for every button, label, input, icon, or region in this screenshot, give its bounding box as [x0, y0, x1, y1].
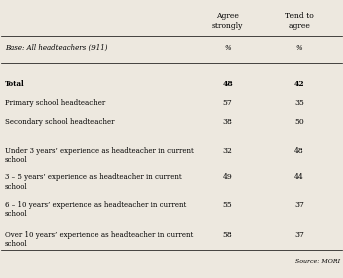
- Text: Total: Total: [5, 80, 25, 88]
- Text: 6 – 10 years’ experience as headteacher in current
school: 6 – 10 years’ experience as headteacher …: [5, 201, 186, 218]
- Text: 58: 58: [223, 231, 233, 239]
- Text: 32: 32: [223, 147, 233, 155]
- Text: Secondary school headteacher: Secondary school headteacher: [5, 118, 114, 126]
- Text: 35: 35: [294, 99, 304, 107]
- Text: %: %: [224, 44, 231, 52]
- Text: Base: All headteachers (911): Base: All headteachers (911): [5, 44, 107, 52]
- Text: 48: 48: [222, 80, 233, 88]
- Text: Agree
strongly: Agree strongly: [212, 13, 243, 29]
- Text: Tend to
agree: Tend to agree: [285, 13, 314, 29]
- Text: 50: 50: [294, 118, 304, 126]
- Text: Over 10 years’ experience as headteacher in current
school: Over 10 years’ experience as headteacher…: [5, 231, 193, 249]
- Text: %: %: [296, 44, 303, 52]
- Text: 55: 55: [223, 201, 233, 209]
- Text: 48: 48: [294, 147, 304, 155]
- Text: Under 3 years’ experience as headteacher in current
school: Under 3 years’ experience as headteacher…: [5, 147, 193, 165]
- Text: 3 – 5 years’ experience as headteacher in current
school: 3 – 5 years’ experience as headteacher i…: [5, 173, 181, 191]
- Text: Primary school headteacher: Primary school headteacher: [5, 99, 105, 107]
- Text: 42: 42: [294, 80, 304, 88]
- Text: 44: 44: [294, 173, 304, 182]
- Text: Source: MORI: Source: MORI: [295, 259, 340, 264]
- Text: 57: 57: [223, 99, 233, 107]
- Text: 38: 38: [223, 118, 233, 126]
- Text: 49: 49: [223, 173, 233, 182]
- Text: 37: 37: [294, 201, 304, 209]
- Text: 37: 37: [294, 231, 304, 239]
